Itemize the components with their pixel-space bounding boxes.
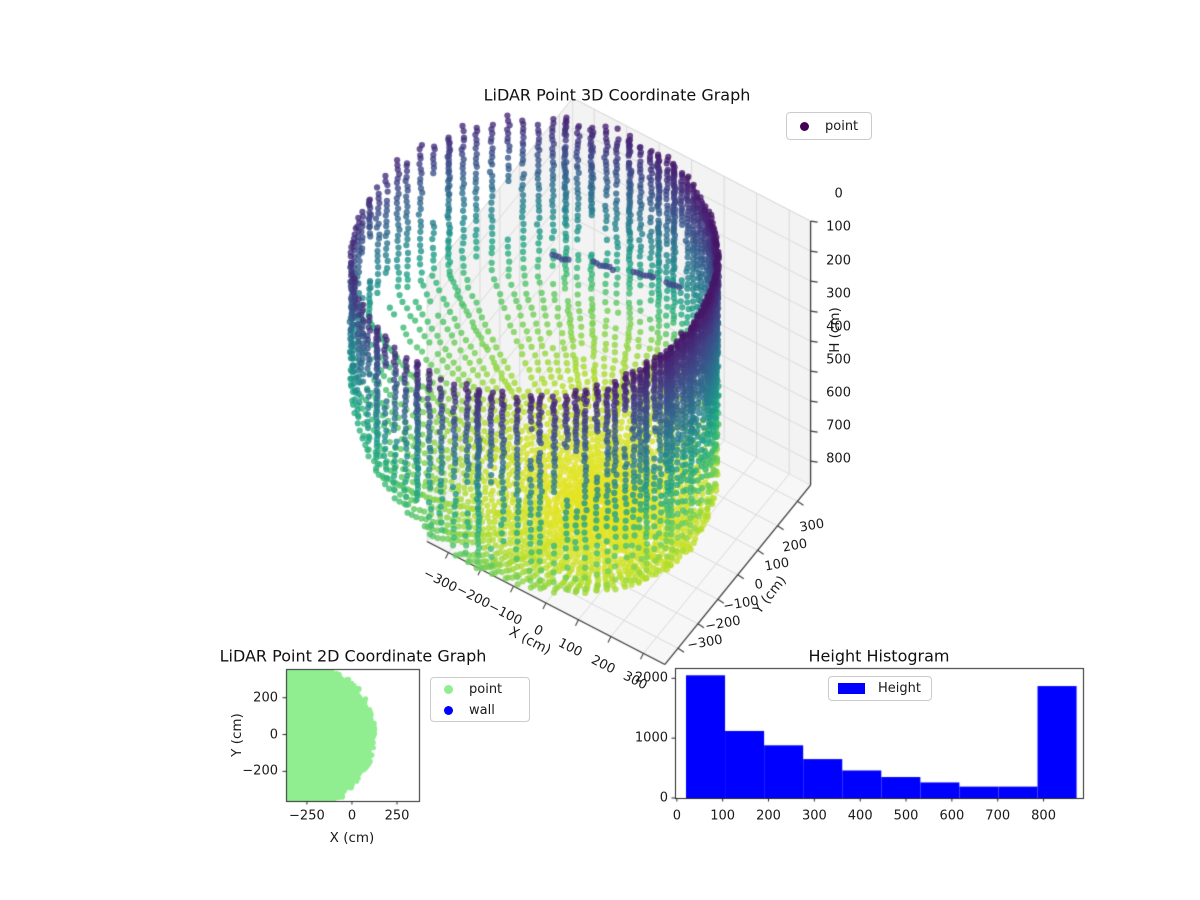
histogram-x-tick-label: 500 [893, 808, 919, 824]
plot3d-z-tick-label: 200 [826, 253, 851, 269]
plot3d-x-tick-label: 200 [588, 652, 618, 677]
point-marker-icon [800, 121, 809, 131]
legend-label: wall [469, 702, 495, 718]
plot3d-title: LiDAR Point 3D Coordinate Graph [483, 85, 751, 105]
legend-item-point-3d: point [787, 116, 871, 137]
plot3d-y-tick-label: 0 [753, 576, 765, 593]
plot3d-z-tick-label: 400 [826, 319, 851, 335]
histogram-x-tick-label: 700 [985, 808, 1011, 824]
plot3d-z-tick-label: 500 [826, 352, 851, 368]
plot3d-x-tick-label: −300 [421, 565, 460, 596]
histogram-y-tick-label: 2000 [634, 670, 668, 686]
plot2d-y-tick-label: 0 [269, 727, 278, 743]
legend-item-height: Height [829, 678, 931, 699]
plot3d-z-tick-label: 700 [826, 418, 851, 434]
histogram-x-tick-label: 600 [939, 808, 965, 824]
plot3d-z-tick-label: 800 [826, 451, 851, 467]
legend-label: point [825, 118, 859, 134]
histogram-x-tick-label: 300 [801, 808, 827, 824]
plot2d-xlabel: X (cm) [329, 830, 375, 846]
plot3d-y-tick-label: 200 [781, 536, 809, 556]
histogram-x-tick-label: 200 [756, 808, 781, 824]
plot2d-x-tick-label: 250 [384, 808, 410, 824]
plot3d-y-tick-label: 100 [763, 555, 791, 575]
histogram-x-tick-label: 0 [672, 808, 681, 824]
histogram-legend: Height [828, 676, 932, 701]
plot3d-z-tick-label: 0 [834, 186, 843, 202]
plot3d-y-tick-label: 300 [798, 516, 826, 536]
plot2d-title: LiDAR Point 2D Coordinate Graph [219, 646, 487, 666]
histogram-x-tick-label: 100 [710, 808, 736, 824]
plot3d-x-tick-label: 100 [555, 635, 585, 661]
legend-label: point [469, 681, 503, 697]
legend-item-wall-2d: wall [431, 700, 529, 721]
plot2d-legend: point wall [430, 677, 530, 722]
plot3d-x-tick-label: −100 [486, 599, 525, 629]
plot3d-x-tick-label: 0 [530, 622, 546, 640]
histogram-title: Height Histogram [808, 646, 950, 666]
histogram-x-tick-label: 400 [847, 808, 873, 824]
wall-marker-icon [444, 705, 453, 715]
plot3d-y-tick-label: −300 [686, 632, 724, 654]
plot2d-x-tick-label: −250 [289, 808, 325, 824]
legend-label: Height [878, 681, 921, 696]
plot3d-legend: point [786, 112, 872, 140]
legend-item-point-2d: point [431, 679, 529, 700]
histogram-y-tick-label: 1000 [634, 730, 668, 746]
plot2d-y-tick-label: −200 [242, 763, 278, 779]
histogram-y-tick-label: 0 [659, 790, 668, 806]
plot2d-x-tick-label: 0 [347, 808, 357, 824]
height-swatch-icon [838, 683, 865, 694]
point-marker-icon [444, 684, 453, 694]
plot3d-z-tick-label: 300 [826, 286, 851, 302]
histogram-x-tick-label: 800 [1031, 808, 1056, 824]
plot3d-z-tick-label: 100 [826, 219, 851, 235]
plot3d-y-tick-label: −200 [704, 613, 742, 635]
plot3d-x-tick-label: −200 [453, 582, 493, 613]
plot2d-y-tick-label: 200 [253, 690, 278, 706]
plot3d-y-tick-label: −100 [721, 593, 760, 615]
plot3d-z-tick-label: 600 [826, 385, 851, 401]
